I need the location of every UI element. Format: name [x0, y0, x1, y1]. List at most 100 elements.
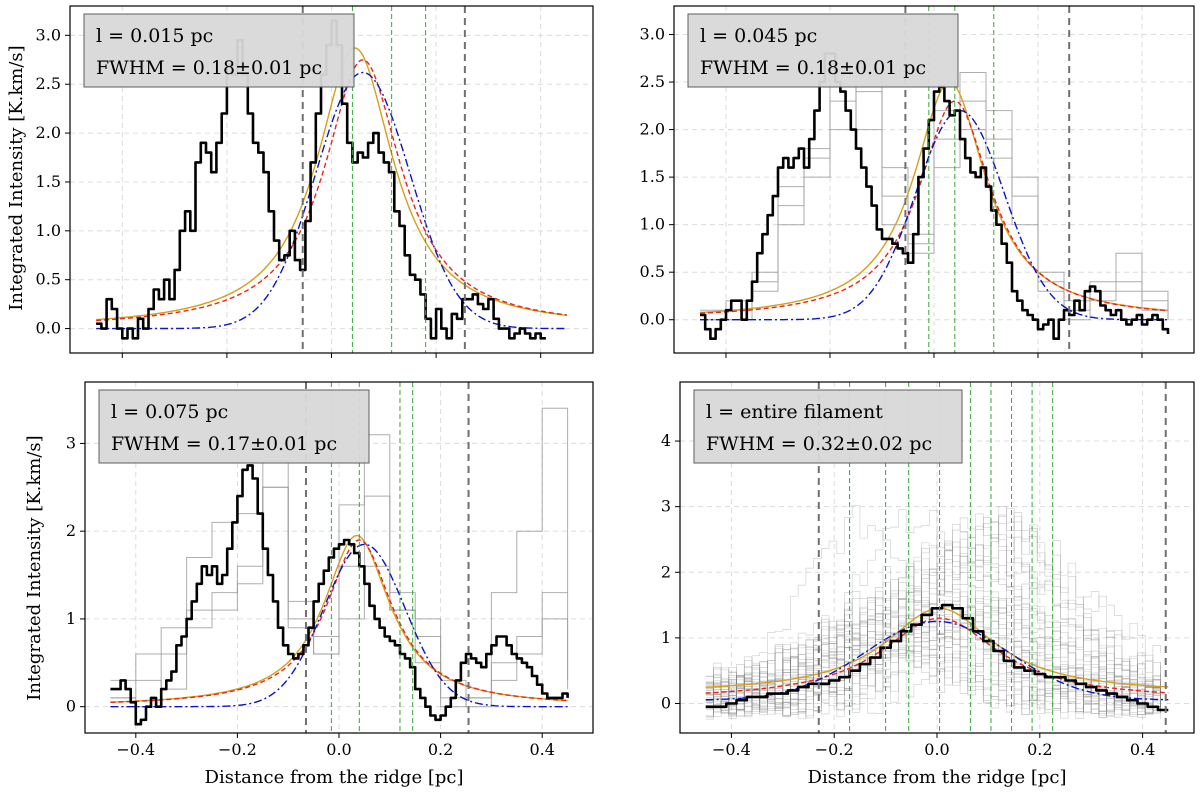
- individual-profile-cloud-27: [705, 572, 1161, 717]
- annotation-fwhm: FWHM = 0.18±0.01 pc: [96, 57, 322, 79]
- ytick-label-1: 1: [66, 609, 76, 628]
- individual-profile-cloud-35: [705, 538, 1161, 719]
- ytick-label-1: 1: [661, 628, 671, 647]
- annotation-fwhm: FWHM = 0.32±0.02 pc: [706, 433, 932, 455]
- individual-profile-cloud-11: [705, 591, 1161, 714]
- ytick-label-4: 2.0: [36, 123, 61, 142]
- annotation-length: l = entire filament: [706, 401, 883, 423]
- xtick-label-4: 0.4: [529, 740, 554, 759]
- ytick-label-3: 1.5: [36, 172, 61, 191]
- annotation-box: [687, 13, 959, 88]
- individual-profile-cloud-23: [705, 637, 1161, 714]
- mean-profile: [705, 603, 1169, 712]
- annotation-box: [693, 389, 963, 464]
- individual-profile-cloud-31: [705, 522, 1161, 718]
- mean-profile: [110, 464, 569, 726]
- individual-profile-cloud-28: [705, 598, 1161, 717]
- ytick-label-3: 3: [66, 433, 76, 452]
- mean-profile: [96, 19, 546, 340]
- individual-profile-cloud-8: [705, 642, 1161, 720]
- individual-profile-cloud-34: [705, 546, 1161, 709]
- annotation-length: l = 0.045 pc: [700, 25, 817, 47]
- individual-profile-cloud-13: [705, 543, 1161, 710]
- ytick-label-0: 0: [66, 697, 76, 716]
- ytick-label-3: 1.5: [640, 167, 665, 186]
- plot-area: [96, 6, 567, 353]
- annotation-fwhm: FWHM = 0.18±0.01 pc: [700, 57, 926, 79]
- xlabel-right: Distance from the ridge [pc]: [808, 767, 1067, 788]
- xtick-label-2: 0.0: [326, 740, 351, 759]
- mean-profile: [700, 52, 1170, 340]
- individual-profile-cloud-30: [705, 617, 1161, 718]
- xtick-label-3: 0.2: [1027, 740, 1052, 759]
- panel-1: 0.0 0.5 1.0 1.5 2.0 2.5 3.0 l = 0.015 pc FWHM = …: [36, 5, 594, 358]
- ytick-label-1: 0.5: [640, 262, 665, 281]
- ylabel-bottom: Integrated Intensity [K.km/s]: [24, 435, 45, 700]
- xtick-label-1: −0.2: [815, 740, 854, 759]
- ytick-label-4: 4: [661, 431, 671, 450]
- ytick-label-6: 3.0: [640, 25, 665, 44]
- individual-profile-cloud-21: [705, 623, 1161, 717]
- xtick-label-1: −0.2: [218, 740, 257, 759]
- individual-profile-cloud-19: [705, 623, 1161, 719]
- individual-profile-cloud-32: [705, 509, 1161, 716]
- lorentzian-fit: [96, 47, 567, 321]
- individual-profile-cloud-10: [705, 536, 1161, 703]
- xtick-label-4: 0.4: [1130, 740, 1155, 759]
- individual-profile-cloud-4: [705, 586, 1161, 718]
- ytick-label-0: 0.0: [640, 310, 665, 329]
- panel-3: −0.4 −0.2 0.0 0.2 0.4 0 1 2 3 l = 0.075 pc FWHM = …: [66, 381, 594, 759]
- xtick-label-0: −0.4: [116, 740, 155, 759]
- individual-profile-cloud-40: [705, 613, 1161, 716]
- ytick-label-6: 3.0: [36, 25, 61, 44]
- panel-2: 0.0 0.5 1.0 1.5 2.0 2.5 3.0 l = 0.045 pc FWHM = …: [640, 5, 1195, 358]
- ytick-label-2: 1.0: [640, 215, 665, 234]
- gaussian-fit: [705, 620, 1169, 701]
- individual-profile-cloud-22: [705, 613, 1161, 716]
- ytick-label-4: 2.0: [640, 120, 665, 139]
- ytick-label-5: 2.5: [640, 72, 665, 91]
- gaussian-fit: [110, 543, 568, 708]
- annotation-length: l = 0.075 pc: [111, 401, 228, 423]
- annotation-length: l = 0.015 pc: [96, 25, 213, 47]
- individual-profile-cloud-29: [705, 608, 1161, 711]
- ylabel-top: Integrated Intensity [K.km/s]: [6, 45, 27, 310]
- ytick-label-2: 2: [66, 521, 76, 540]
- panel-4: −0.4 −0.2 0.0 0.2 0.4 0 1 2 3 4 l = entire filamen…: [661, 381, 1195, 759]
- individual-profile-cloud-14: [705, 506, 1161, 713]
- individual-profile-cloud-25: [705, 517, 1161, 714]
- plot-area: [705, 382, 1169, 733]
- individual-profile-cloud-3: [705, 614, 1161, 711]
- ytick-label-3: 3: [661, 497, 671, 516]
- annotation-box: [98, 389, 370, 464]
- individual-profile-cloud-36: [705, 605, 1161, 712]
- xtick-label-2: 0.0: [924, 740, 949, 759]
- plot-area: [699, 6, 1170, 353]
- ytick-label-0: 0.0: [36, 319, 61, 338]
- ytick-label-5: 2.5: [36, 74, 61, 93]
- individual-profile-cloud-7: [705, 586, 1161, 706]
- individual-profile-cloud-15: [705, 508, 1161, 720]
- gaussian-fit: [96, 71, 567, 330]
- plummer-fit: [110, 539, 568, 703]
- xlabel-left: Distance from the ridge [pc]: [205, 767, 464, 788]
- ytick-label-2: 1.0: [36, 221, 61, 240]
- ytick-label-2: 2: [661, 562, 671, 581]
- gaussian-fit: [700, 109, 1168, 321]
- individual-profile-cloud-20: [705, 644, 1161, 715]
- individual-profile-cloud-39: [705, 603, 1161, 714]
- individual-profile-cloud-6: [705, 598, 1161, 716]
- individual-profile-cloud-33: [705, 594, 1161, 704]
- plummer-fit: [96, 59, 567, 322]
- ytick-label-0: 0: [661, 693, 671, 712]
- xtick-label-3: 0.2: [428, 740, 453, 759]
- individual-profile-cloud-26: [705, 598, 1161, 714]
- individual-profile-2: [110, 434, 569, 708]
- annotation-box: [83, 13, 355, 88]
- individual-profile-cloud-5: [705, 516, 1161, 717]
- plummer-fit: [699, 100, 1169, 314]
- xtick-label-0: −0.4: [712, 740, 751, 759]
- individual-profile-cloud-12: [705, 598, 1161, 718]
- annotation-fwhm: FWHM = 0.17±0.01 pc: [111, 433, 337, 455]
